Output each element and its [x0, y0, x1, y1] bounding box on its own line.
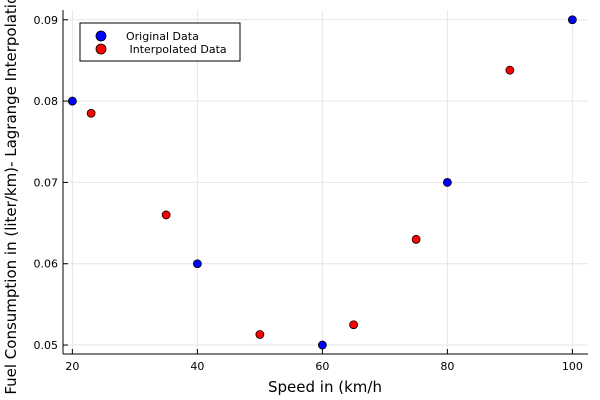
legend-label-original: Original Data [126, 30, 199, 43]
interpolated-point-1 [161, 210, 171, 220]
x-tick-label-1: 40 [190, 360, 204, 373]
y-tick-label-4: 0.09 [34, 14, 59, 27]
interpolated-point-4 [411, 234, 421, 244]
interpolated-point-0 [86, 108, 96, 118]
x-tick-label-0: 20 [65, 360, 79, 373]
ticks: 20 40 60 80 100 0.05 0.06 0.07 0.08 0.09 [34, 14, 583, 373]
legend-marker-interpolated [95, 43, 107, 55]
legend: Original Data Interpolated Data [79, 22, 241, 62]
y-tick-label-2: 0.07 [34, 176, 59, 189]
original-point-4 [567, 15, 577, 25]
interpolated-point-5 [505, 65, 515, 75]
x-tick-label-2: 60 [315, 360, 329, 373]
interpolated-point-3 [349, 320, 359, 330]
y-tick-label-1: 0.06 [34, 258, 59, 271]
legend-box [79, 22, 241, 62]
original-point-0 [67, 96, 77, 106]
interpolated-point-2 [255, 330, 265, 339]
original-point-2 [317, 340, 327, 350]
y-axis-label: Fuel Consumption in (liter/km)- Lagrange… [2, 0, 20, 395]
x-tick-label-4: 100 [562, 360, 583, 373]
data-points [67, 15, 577, 350]
x-tick-label-3: 80 [440, 360, 454, 373]
x-axis-label: Speed in (km/h [268, 378, 382, 396]
y-tick-label-3: 0.08 [34, 95, 59, 108]
legend-marker-original [95, 30, 107, 42]
original-point-3 [442, 178, 452, 187]
y-tick-label-0: 0.05 [34, 339, 59, 352]
original-point-1 [192, 259, 202, 269]
legend-label-interpolated: Interpolated Data [126, 43, 227, 56]
